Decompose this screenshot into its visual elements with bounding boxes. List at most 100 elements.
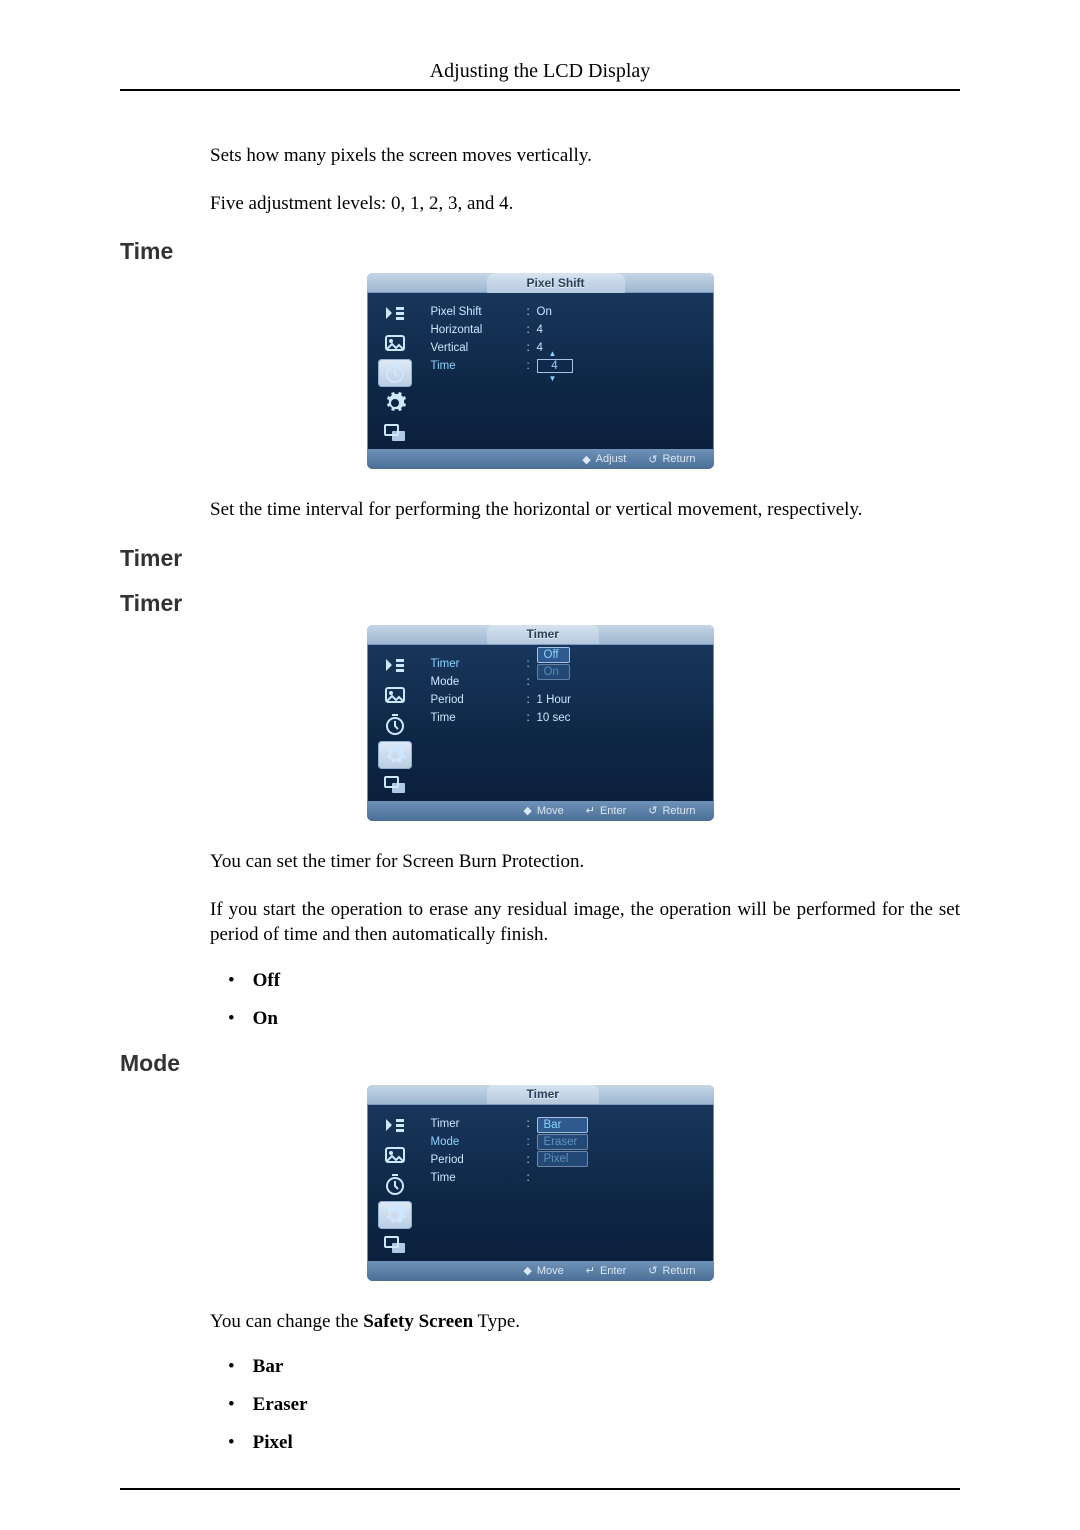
- option-label: Eraser: [253, 1394, 308, 1416]
- osd-row: Time : 10 sec: [431, 709, 700, 727]
- section-heading-mode: Mode: [120, 1050, 960, 1077]
- osd-dropdown[interactable]: Bar Eraser Pixel: [537, 1117, 589, 1167]
- section-heading-timer-2: Timer: [120, 590, 960, 617]
- osd-icon-strip: [367, 1105, 423, 1261]
- osd-footer-move[interactable]: ◆Move: [523, 804, 563, 817]
- option-label: Bar: [253, 1356, 284, 1378]
- osd-value: 4: [537, 342, 543, 354]
- osd-footer: ◆Move ↵Enter ↺Return: [367, 1261, 714, 1281]
- osd-content: Timer : Off On Mode : Period : 1 Hour Ti…: [423, 645, 714, 801]
- osd-footer-return[interactable]: ↺Return: [648, 804, 695, 817]
- osd-row: Time :: [431, 1169, 700, 1187]
- page-footer-rule: [120, 1488, 960, 1490]
- timer-options-list: Off On: [228, 970, 960, 1030]
- time-icon[interactable]: [378, 711, 412, 739]
- picture-icon[interactable]: [378, 681, 412, 709]
- multi-icon[interactable]: [378, 1231, 412, 1259]
- osd-colon: :: [527, 360, 537, 372]
- osd-footer: ◆Adjust ↺Return: [367, 449, 714, 469]
- osd-label: Period: [431, 694, 527, 706]
- setup-icon[interactable]: [378, 741, 412, 769]
- setup-icon[interactable]: [378, 389, 412, 417]
- osd-panel: Timer Timer : On Mode : Bar Eraser Pixel…: [367, 1085, 714, 1281]
- mode-options-list: Bar Eraser Pixel: [228, 1356, 960, 1454]
- osd-row: Period : 1 Hour: [431, 691, 700, 709]
- osd-footer-enter[interactable]: ↵Enter: [586, 1264, 627, 1277]
- osd-colon: :: [527, 1172, 537, 1184]
- osd-row: Horizontal : 4: [431, 321, 700, 339]
- osd-footer-return[interactable]: ↺Return: [648, 453, 695, 466]
- osd-title: Timer: [487, 1085, 599, 1105]
- picture-icon[interactable]: [378, 1141, 412, 1169]
- osd-footer-enter[interactable]: ↵Enter: [586, 804, 627, 817]
- list-item: Bar: [228, 1356, 960, 1378]
- osd-colon: :: [527, 676, 537, 688]
- setup-icon[interactable]: [378, 1201, 412, 1229]
- osd-label: Vertical: [431, 342, 527, 354]
- time-icon[interactable]: [378, 1171, 412, 1199]
- mode-description: You can change the Safety Screen Type.: [210, 1309, 960, 1335]
- page-header: Adjusting the LCD Display: [120, 60, 960, 91]
- osd-icon-strip: [367, 645, 423, 801]
- input-icon[interactable]: [378, 299, 412, 327]
- osd-label: Time: [431, 360, 527, 372]
- osd-label: Timer: [431, 658, 527, 670]
- osd-titlebar: Timer: [367, 625, 714, 645]
- osd-value: 10 sec: [537, 712, 571, 724]
- osd-colon: :: [527, 324, 537, 336]
- list-item: Eraser: [228, 1394, 960, 1416]
- mode-desc-bold: Safety Screen: [363, 1311, 473, 1332]
- input-icon[interactable]: [378, 1111, 412, 1139]
- osd-colon: :: [527, 1118, 537, 1130]
- osd-label: Time: [431, 1172, 527, 1184]
- osd-titlebar: Timer: [367, 1085, 714, 1105]
- option-label: Pixel: [253, 1432, 293, 1454]
- timer-description-2: If you start the operation to erase any …: [210, 897, 960, 948]
- option-label: On: [253, 1008, 278, 1030]
- input-icon[interactable]: [378, 651, 412, 679]
- osd-footer: ◆Move ↵Enter ↺Return: [367, 801, 714, 821]
- osd-colon: :: [527, 1136, 537, 1148]
- osd-content: Pixel Shift : On Horizontal : 4 Vertical…: [423, 293, 714, 449]
- list-item: Pixel: [228, 1432, 960, 1454]
- osd-row: Pixel Shift : On: [431, 303, 700, 321]
- osd-label: Pixel Shift: [431, 306, 527, 318]
- section-heading-time: Time: [120, 238, 960, 265]
- osd-footer-move[interactable]: ◆Move: [523, 1264, 563, 1277]
- osd-value: On: [537, 306, 552, 318]
- list-item: On: [228, 1008, 960, 1030]
- osd-row: Timer : Off On: [431, 655, 700, 673]
- osd-colon: :: [527, 694, 537, 706]
- osd-label: Mode: [431, 1136, 527, 1148]
- section-heading-timer-1: Timer: [120, 545, 960, 572]
- osd-mode: Timer Timer : On Mode : Bar Eraser Pixel…: [120, 1085, 960, 1281]
- osd-row: Time : ▲ 4 ▼: [431, 357, 700, 375]
- osd-colon: :: [527, 712, 537, 724]
- multi-icon[interactable]: [378, 419, 412, 447]
- osd-label: Time: [431, 712, 527, 724]
- osd-panel: Pixel Shift Pixel Shift : On Horizontal …: [367, 273, 714, 469]
- osd-titlebar: Pixel Shift: [367, 273, 714, 293]
- osd-colon: :: [527, 342, 537, 354]
- option-label: Off: [253, 970, 280, 992]
- osd-timer: Timer Timer : Off On Mode : Period : 1 H…: [120, 625, 960, 821]
- osd-colon: :: [527, 658, 537, 670]
- osd-row: Mode : Bar Eraser Pixel: [431, 1133, 700, 1151]
- osd-label: Mode: [431, 676, 527, 688]
- picture-icon[interactable]: [378, 329, 412, 357]
- osd-spinner[interactable]: ▲ 4 ▼: [537, 359, 573, 373]
- osd-label: Timer: [431, 1118, 527, 1130]
- osd-dropdown[interactable]: Off On: [537, 647, 570, 680]
- osd-value: 1 Hour: [537, 694, 572, 706]
- osd-icon-strip: [367, 293, 423, 449]
- multi-icon[interactable]: [378, 771, 412, 799]
- mode-desc-post: Type.: [473, 1311, 520, 1332]
- osd-footer-return[interactable]: ↺Return: [648, 1264, 695, 1277]
- list-item: Off: [228, 970, 960, 992]
- osd-label: Period: [431, 1154, 527, 1166]
- time-description: Set the time interval for performing the…: [210, 497, 960, 523]
- osd-footer-adjust[interactable]: ◆Adjust: [582, 453, 626, 466]
- osd-colon: :: [527, 1154, 537, 1166]
- osd-colon: :: [527, 306, 537, 318]
- time-icon[interactable]: [378, 359, 412, 387]
